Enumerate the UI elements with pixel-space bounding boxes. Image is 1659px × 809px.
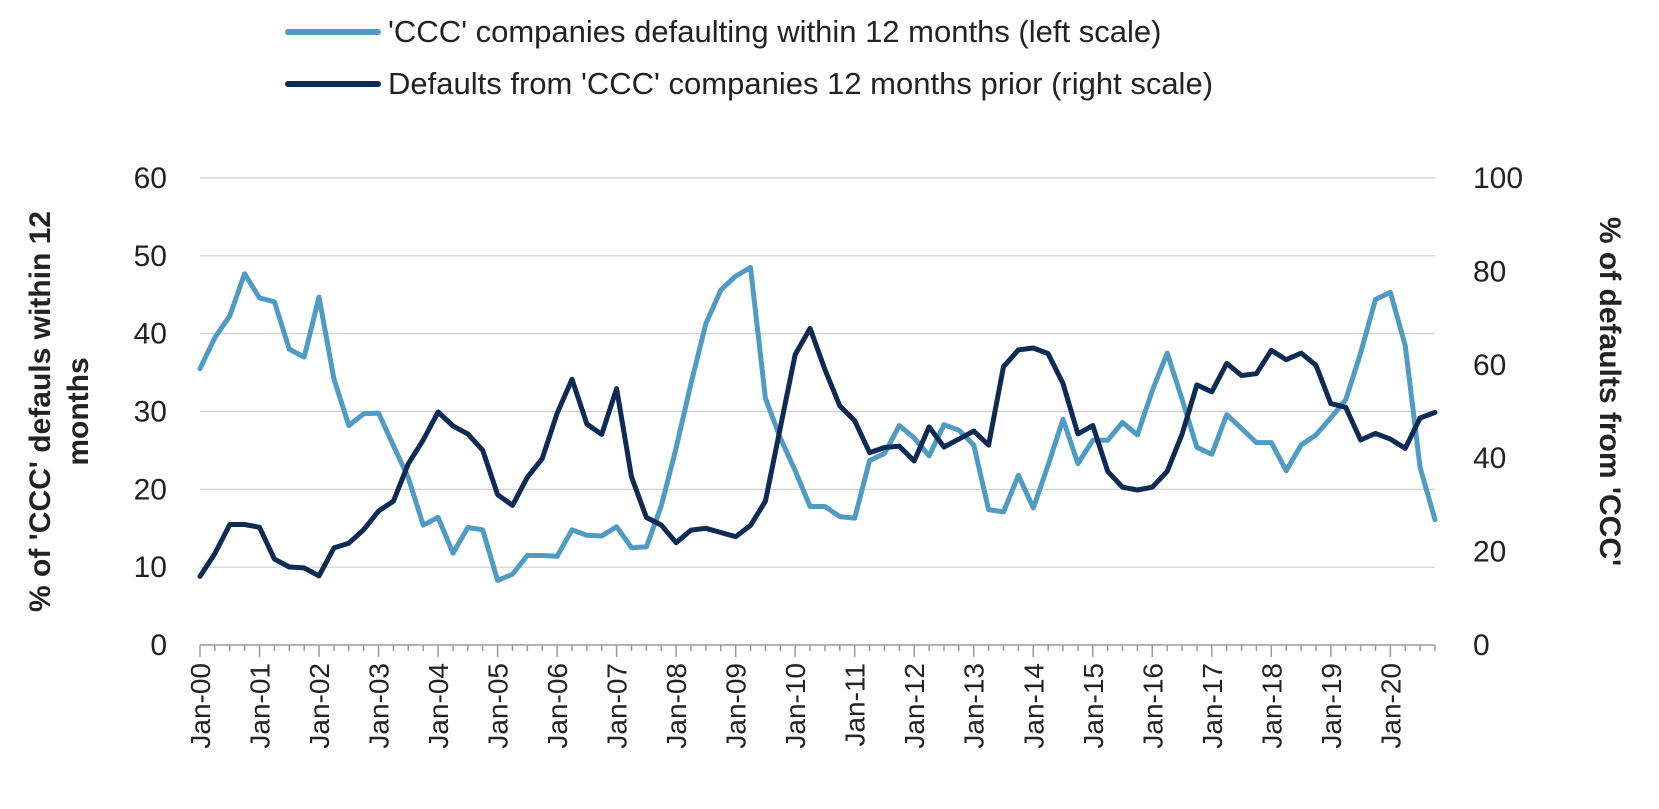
y-left-tick-label: 20 [134, 473, 167, 506]
x-tick-label: Jan-13 [959, 663, 990, 749]
y-right-tick-label: 40 [1473, 442, 1506, 475]
legend-label-defaults-from-ccc: Defaults from 'CCC' companies 12 months … [388, 66, 1213, 101]
gridlines [200, 177, 1435, 568]
x-tick-label: Jan-14 [1018, 663, 1049, 749]
legend: 'CCC' companies defaulting within 12 mon… [285, 14, 1213, 101]
x-tick-label: Jan-16 [1137, 663, 1168, 749]
y-right-tick-label: 80 [1473, 255, 1506, 288]
y-axis-left-title-line: months [62, 357, 95, 465]
x-tick-label: Jan-10 [780, 663, 811, 749]
y-left-tick-label: 10 [134, 551, 167, 584]
y-axis-left-title: % of 'CCC' defauls within 12 months [24, 211, 95, 612]
y-left-tick-label: 60 [134, 162, 167, 195]
y-axis-right-title: % of defaults from 'CCC' [1593, 217, 1626, 566]
series-line-0 [197, 265, 1438, 583]
series-line-1 [197, 325, 1438, 579]
axes: 0 10 20 30 40 50 60 0 20 40 60 80 100 Jan-00 Jan-01 Jan… [134, 162, 1523, 749]
x-tick-label: Jan-18 [1256, 663, 1287, 749]
legend-label-ccc-defaulting: 'CCC' companies defaulting within 12 mon… [388, 14, 1161, 49]
x-tick-label: Jan-15 [1078, 663, 1109, 749]
x-tick-label: Jan-01 [245, 663, 276, 749]
x-tick-label: Jan-12 [899, 663, 930, 749]
x-tick-label: Jan-07 [602, 663, 633, 749]
y-right-tick-label: 60 [1473, 349, 1506, 382]
y-left-tick-label: 30 [134, 396, 167, 429]
x-tick-label: Jan-05 [483, 663, 514, 749]
series-lines [197, 265, 1438, 583]
x-tick-label: Jan-09 [721, 663, 752, 749]
y-axis-left-title-line: % of 'CCC' defauls within 12 [24, 211, 57, 612]
x-tick-label: Jan-04 [423, 663, 454, 749]
x-tick-label: Jan-11 [840, 663, 871, 747]
y-left-tick-label: 0 [150, 629, 167, 662]
x-tick-label: Jan-17 [1197, 663, 1228, 749]
y-right-tick-label: 0 [1473, 629, 1490, 662]
x-tick-label: Jan-02 [304, 663, 335, 749]
x-tick-label: Jan-20 [1375, 663, 1406, 749]
x-tick-label: Jan-08 [661, 663, 692, 749]
y-left-tick-label: 40 [134, 318, 167, 351]
x-tick-label: Jan-06 [542, 663, 573, 749]
y-right-tick-label: 20 [1473, 536, 1506, 569]
x-tick-label: Jan-03 [364, 663, 395, 749]
x-tick-label: Jan-19 [1316, 663, 1347, 749]
y-right-tick-label: 100 [1473, 162, 1523, 195]
x-tick-label: Jan-00 [185, 663, 216, 749]
y-left-tick-label: 50 [134, 240, 167, 273]
